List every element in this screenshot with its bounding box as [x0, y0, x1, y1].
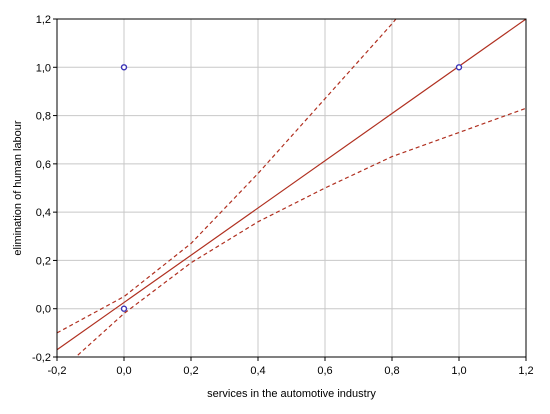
confidence-band-lower — [74, 107, 526, 357]
y-tick-label: 1,0 — [36, 62, 51, 74]
y-tick-label: 1,2 — [36, 14, 51, 26]
x-axis-title: services in the automotive industry — [207, 388, 376, 400]
data-point — [120, 64, 128, 71]
y-tick-labels: -0,2 0,0 0,2 0,4 0,6 0,8 1,0 1,2 — [32, 14, 57, 364]
plot-frame — [56, 18, 527, 358]
data-points — [120, 64, 463, 312]
grid-lines — [56, 18, 527, 358]
y-tick-label: 0,6 — [36, 159, 51, 171]
x-tick-label: 1,0 — [451, 365, 466, 377]
x-tick-label: 0,2 — [183, 365, 198, 377]
x-tick-label: -0,2 — [48, 365, 67, 377]
y-tick-label: 0,4 — [36, 207, 51, 219]
data-point — [120, 305, 128, 312]
confidence-bands — [57, 19, 526, 357]
data-point — [455, 64, 463, 71]
x-tick-label: 0,0 — [116, 365, 131, 377]
regression-line — [57, 19, 526, 351]
x-tick-labels: -0,2 0,0 0,2 0,4 0,6 0,8 1,0 1,2 — [48, 357, 534, 377]
x-tick-label: 0,8 — [384, 365, 399, 377]
x-tick-label: 0,6 — [317, 365, 332, 377]
y-tick-label: 0,0 — [36, 304, 51, 316]
x-tick-label: 0,4 — [250, 365, 265, 377]
confidence-band-upper — [57, 19, 397, 334]
y-tick-label: 0,2 — [36, 255, 51, 267]
y-tick-label: -0,2 — [32, 352, 51, 364]
y-axis-title: elimination of human labour — [12, 120, 24, 255]
x-tick-label: 1,2 — [518, 365, 533, 377]
y-tick-label: 0,8 — [36, 111, 51, 123]
regression-line-group — [57, 19, 526, 351]
